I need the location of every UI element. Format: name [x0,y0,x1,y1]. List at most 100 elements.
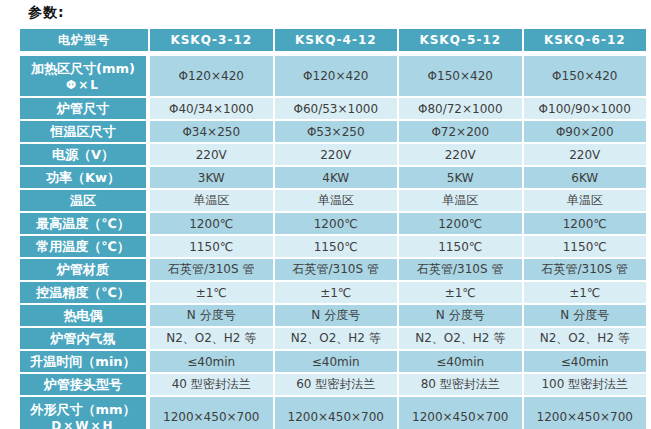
table-row: 常用温度（℃） 1150℃ 1150℃ 1150℃ 1150℃ [20,236,646,257]
spec-cell: ≤40min [399,351,522,372]
spec-cell: 1200℃ [524,213,647,234]
row-label: 炉管内气氛 [20,328,148,349]
row-label: 炉管材质 [20,259,148,280]
row-label-line2: D×W×H [22,419,144,429]
row-label-line2: Φ×L [22,78,144,92]
row-label-line1: 加热区尺寸(mm) [31,61,135,76]
spec-cell: 石英管/310S 管 [524,259,647,280]
row-label: 常用温度（℃） [20,236,148,257]
spec-cell: 6KW [524,167,647,188]
spec-cell: Φ53×250 [275,121,398,142]
row-label-line1: 外形尺寸（mm） [30,402,135,417]
furnace-spec-table: 电炉型号 KSKQ-3-12 KSKQ-4-12 KSKQ-5-12 KSKQ-… [18,27,648,429]
spec-cell: 石英管/310S 管 [150,259,273,280]
spec-cell: ≤40min [150,351,273,372]
spec-cell: 100 型密封法兰 [524,374,647,395]
spec-cell: 220V [399,144,522,165]
row-label: 恒温区尺寸 [20,121,148,142]
spec-cell: 220V [275,144,398,165]
spec-cell: ±1℃ [399,282,522,303]
spec-cell: 1150℃ [524,236,647,257]
table-row: 外形尺寸（mm） D×W×H 1200×450×700 1200×450×700… [20,397,646,429]
spec-cell: 60 型密封法兰 [275,374,398,395]
spec-cell: N 分度号 [275,305,398,326]
header-label-cell: 电炉型号 [20,29,148,54]
spec-cell: N2、O2、H2 等 [399,328,522,349]
row-label: 热电偶 [20,305,148,326]
spec-cell: Φ34×250 [150,121,273,142]
spec-cell: 1200×450×700 [524,397,647,429]
spec-cell: 4KW [275,167,398,188]
table-row: 炉管内气氛 N2、O2、H2 等 N2、O2、H2 等 N2、O2、H2 等 N… [20,328,646,349]
spec-cell: 3KW [150,167,273,188]
spec-cell: 单温区 [275,190,398,211]
row-label: 最高温度（℃） [20,213,148,234]
table-row: 功率（Kw） 3KW 4KW 5KW 6KW [20,167,646,188]
spec-cell: ±1℃ [150,282,273,303]
spec-cell: 1200×450×700 [150,397,273,429]
model-header-cell: KSKQ-4-12 [275,29,398,54]
row-label: 功率（Kw） [20,167,148,188]
spec-cell: 5KW [399,167,522,188]
spec-cell: 单温区 [150,190,273,211]
spec-cell: N 分度号 [150,305,273,326]
spec-cell: Φ150×420 [524,56,647,96]
table-header-row: 电炉型号 KSKQ-3-12 KSKQ-4-12 KSKQ-5-12 KSKQ-… [20,29,646,54]
spec-cell: Φ80/72×1000 [399,98,522,119]
spec-cell: 1150℃ [399,236,522,257]
spec-cell: 1150℃ [275,236,398,257]
spec-cell: 220V [150,144,273,165]
spec-cell: 40 型密封法兰 [150,374,273,395]
spec-cell: 1200×450×700 [399,397,522,429]
spec-cell: Φ150×420 [399,56,522,96]
spec-cell: Φ120×420 [150,56,273,96]
spec-cell: Φ90×200 [524,121,647,142]
table-row: 升温时间（min） ≤40min ≤40min ≤40min ≤40min [20,351,646,372]
spec-cell: ≤40min [524,351,647,372]
page-title: 参数: [28,4,65,22]
spec-cell: Φ60/53×1000 [275,98,398,119]
table-row: 控温精度（℃） ±1℃ ±1℃ ±1℃ ±1℃ [20,282,646,303]
spec-cell: ≤40min [275,351,398,372]
spec-cell: Φ120×420 [275,56,398,96]
table-row: 最高温度（℃） 1200℃ 1200℃ 1200℃ 1200℃ [20,213,646,234]
row-label: 炉管接头型号 [20,374,148,395]
table-row: 温区 单温区 单温区 单温区 单温区 [20,190,646,211]
spec-cell: N2、O2、H2 等 [524,328,647,349]
spec-cell: 石英管/310S 管 [399,259,522,280]
spec-cell: 1200℃ [150,213,273,234]
row-label: 加热区尺寸(mm) Φ×L [20,56,148,96]
spec-cell: ±1℃ [524,282,647,303]
spec-cell: 单温区 [399,190,522,211]
spec-cell: 220V [524,144,647,165]
spec-cell: 1150℃ [150,236,273,257]
row-label: 温区 [20,190,148,211]
spec-cell: N2、O2、H2 等 [150,328,273,349]
table-row: 炉管材质 石英管/310S 管 石英管/310S 管 石英管/310S 管 石英… [20,259,646,280]
spec-cell: N 分度号 [399,305,522,326]
table-row: 炉管接头型号 40 型密封法兰 60 型密封法兰 80 型密封法兰 100 型密… [20,374,646,395]
spec-cell: 1200℃ [275,213,398,234]
table-row: 加热区尺寸(mm) Φ×L Φ120×420 Φ120×420 Φ150×420… [20,56,646,96]
spec-cell: 石英管/310S 管 [275,259,398,280]
row-label: 外形尺寸（mm） D×W×H [20,397,148,429]
table-row: 恒温区尺寸 Φ34×250 Φ53×250 Φ72×200 Φ90×200 [20,121,646,142]
spec-cell: Φ72×200 [399,121,522,142]
row-label: 电源（V） [20,144,148,165]
row-label: 炉管尺寸 [20,98,148,119]
row-label: 升温时间（min） [20,351,148,372]
table-row: 炉管尺寸 Φ40/34×1000 Φ60/53×1000 Φ80/72×1000… [20,98,646,119]
spec-cell: ±1℃ [275,282,398,303]
model-header-cell: KSKQ-5-12 [399,29,522,54]
spec-cell: N 分度号 [524,305,647,326]
spec-cell: 1200℃ [399,213,522,234]
spec-cell: Φ40/34×1000 [150,98,273,119]
table-row: 热电偶 N 分度号 N 分度号 N 分度号 N 分度号 [20,305,646,326]
spec-cell: N2、O2、H2 等 [275,328,398,349]
spec-cell: 1200×450×700 [275,397,398,429]
spec-cell: 单温区 [524,190,647,211]
spec-cell: 80 型密封法兰 [399,374,522,395]
table-row: 电源（V） 220V 220V 220V 220V [20,144,646,165]
model-header-cell: KSKQ-3-12 [150,29,273,54]
model-header-cell: KSKQ-6-12 [524,29,647,54]
